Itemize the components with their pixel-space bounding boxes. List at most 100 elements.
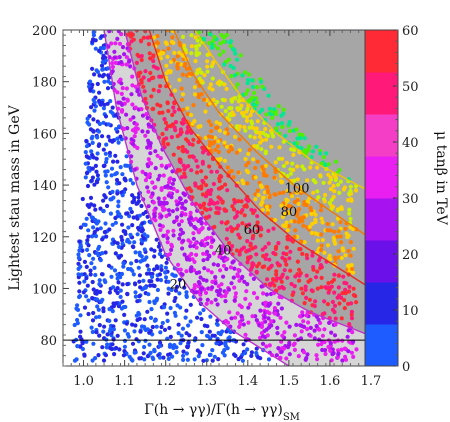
scatter-point bbox=[152, 248, 157, 253]
scatter-point bbox=[100, 237, 105, 242]
scatter-point bbox=[168, 185, 173, 190]
scatter-point bbox=[287, 210, 292, 215]
scatter-point bbox=[178, 160, 183, 165]
scatter-point bbox=[130, 322, 135, 327]
scatter-point bbox=[94, 221, 99, 226]
scatter-point bbox=[115, 333, 120, 338]
scatter-point bbox=[99, 272, 105, 277]
scatter-point bbox=[146, 189, 151, 194]
scatter-point bbox=[348, 216, 353, 221]
scatter-point bbox=[177, 196, 183, 201]
scatter-point bbox=[155, 48, 160, 53]
scatter-point bbox=[267, 111, 272, 116]
scatter-point bbox=[90, 166, 95, 171]
scatter-point bbox=[295, 177, 300, 182]
scatter-point bbox=[289, 219, 294, 224]
scatter-point bbox=[135, 145, 140, 151]
scatter-point bbox=[298, 136, 303, 141]
scatter-point bbox=[340, 358, 345, 363]
scatter-point bbox=[213, 147, 218, 152]
scatter-point bbox=[244, 224, 249, 229]
scatter-point bbox=[197, 350, 202, 355]
scatter-point bbox=[177, 168, 182, 173]
scatter-point bbox=[346, 248, 351, 254]
scatter-point bbox=[94, 330, 99, 335]
scatter-point bbox=[210, 45, 215, 50]
scatter-point bbox=[276, 346, 281, 351]
scatter-point bbox=[223, 182, 228, 187]
scatter-point bbox=[278, 276, 283, 281]
scatter-point bbox=[175, 284, 180, 289]
scatter-point bbox=[279, 306, 284, 311]
scatter-point bbox=[162, 117, 167, 122]
scatter-point bbox=[325, 243, 331, 248]
scatter-point bbox=[336, 249, 341, 254]
scatter-point bbox=[91, 341, 96, 346]
scatter-point bbox=[95, 173, 100, 178]
y-tick-label: 120 bbox=[32, 231, 57, 246]
scatter-point bbox=[85, 120, 90, 125]
scatter-point bbox=[157, 355, 163, 360]
scatter-point bbox=[233, 134, 238, 139]
scatter-point bbox=[289, 281, 294, 287]
scatter-point bbox=[351, 286, 356, 291]
scatter-point bbox=[270, 115, 275, 120]
scatter-point bbox=[226, 287, 232, 292]
scatter-point bbox=[292, 234, 297, 239]
scatter-point bbox=[184, 66, 189, 71]
scatter-point bbox=[86, 243, 91, 248]
scatter-point bbox=[130, 102, 135, 107]
scatter-point bbox=[208, 32, 213, 37]
scatter-point bbox=[165, 142, 171, 147]
scatter-point bbox=[122, 344, 127, 349]
scatter-point bbox=[254, 85, 260, 90]
scatter-point bbox=[319, 285, 324, 290]
scatter-point bbox=[103, 151, 108, 156]
scatter-point bbox=[78, 329, 83, 334]
scatter-point bbox=[284, 197, 289, 202]
scatter-point bbox=[202, 323, 207, 328]
scatter-point bbox=[129, 261, 134, 266]
scatter-point bbox=[101, 329, 106, 334]
scatter-point bbox=[146, 204, 151, 209]
scatter-point bbox=[191, 236, 196, 241]
scatter-point bbox=[228, 330, 233, 335]
scatter-point bbox=[119, 31, 124, 37]
scatter-point bbox=[231, 207, 237, 212]
scatter-point bbox=[150, 283, 156, 288]
scatter-point bbox=[91, 225, 96, 230]
scatter-point bbox=[144, 271, 150, 276]
scatter-point bbox=[224, 127, 229, 132]
scatter-point bbox=[164, 165, 169, 170]
scatter-point bbox=[228, 63, 233, 69]
scatter-point bbox=[133, 290, 138, 295]
scatter-point bbox=[90, 66, 95, 71]
scatter-point bbox=[308, 165, 313, 170]
scatter-point bbox=[85, 283, 90, 288]
scatter-point bbox=[240, 73, 245, 78]
scatter-point bbox=[235, 311, 240, 316]
scatter-point bbox=[143, 178, 148, 183]
scatter-point bbox=[191, 137, 196, 142]
scatter-point bbox=[162, 196, 167, 201]
scatter-point bbox=[165, 229, 170, 234]
scatter-point bbox=[117, 181, 122, 186]
scatter-point bbox=[281, 163, 286, 169]
scatter-point bbox=[206, 119, 212, 124]
scatter-point bbox=[105, 66, 110, 71]
scatter-point bbox=[101, 198, 106, 203]
scatter-point bbox=[225, 227, 230, 232]
scatter-point bbox=[109, 274, 114, 279]
scatter-point bbox=[339, 206, 344, 212]
scatter-point bbox=[284, 245, 289, 250]
scatter-point bbox=[294, 322, 299, 327]
scatter-point bbox=[353, 188, 359, 193]
scatter-point bbox=[332, 229, 337, 234]
scatter-point bbox=[97, 244, 102, 249]
scatter-point bbox=[192, 224, 197, 230]
scatter-point bbox=[77, 280, 82, 285]
scatter-point bbox=[296, 201, 301, 206]
scatter-point bbox=[113, 251, 118, 256]
scatter-point bbox=[90, 318, 96, 323]
scatter-point bbox=[264, 327, 269, 332]
